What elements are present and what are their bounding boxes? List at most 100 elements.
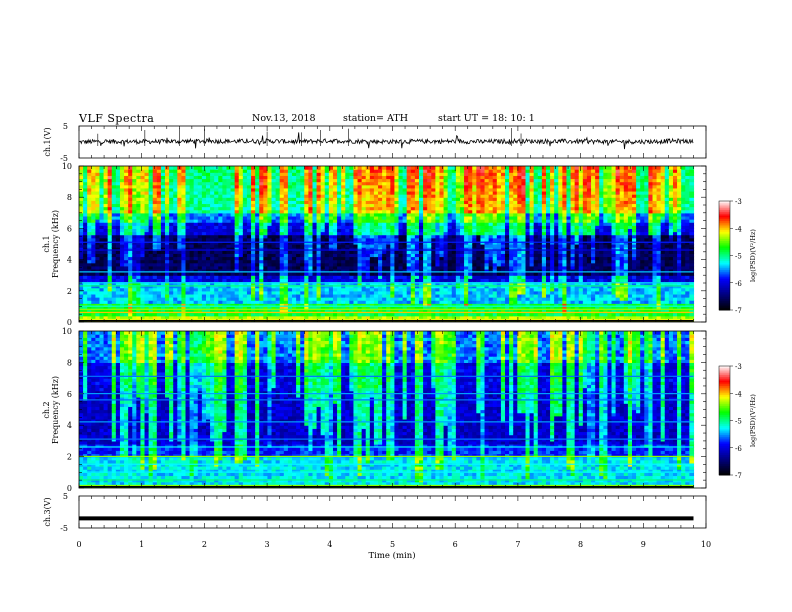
spectrogram-cell xyxy=(410,278,416,283)
spectrogram-cell xyxy=(271,312,277,317)
spectrogram-cell xyxy=(103,169,109,173)
spectrogram-cell xyxy=(271,169,277,173)
spectrogram-cell xyxy=(369,200,375,205)
spectrogram-cell xyxy=(378,290,383,295)
spectrogram-cell xyxy=(443,222,449,226)
spectrogram-cell xyxy=(210,303,215,307)
spectrogram-cell xyxy=(160,175,166,180)
spectrogram-cell xyxy=(144,297,150,301)
spectrogram-cell xyxy=(431,297,436,301)
spectrogram-cell xyxy=(349,234,355,239)
spectrogram-cell xyxy=(218,181,223,186)
spectrogram-cell xyxy=(197,231,203,236)
spectrogram-cell xyxy=(328,197,334,201)
spectrogram-cell xyxy=(435,197,441,201)
spectrogram-cell xyxy=(79,268,84,273)
spectrogram-cell xyxy=(382,181,387,186)
spectrogram-cell xyxy=(152,303,158,307)
spectrogram-cell xyxy=(386,215,391,220)
spectrogram-cell xyxy=(394,300,400,304)
spectrogram-cell xyxy=(361,312,367,317)
spectrogram-cell xyxy=(185,265,191,270)
spectrogram-cell xyxy=(144,175,150,180)
spectrogram-cell xyxy=(365,268,371,273)
spectrogram-cell xyxy=(152,219,158,223)
spectrogram-cell xyxy=(267,272,273,276)
spectrogram-cell xyxy=(271,244,277,248)
spectrogram-cell xyxy=(128,222,133,226)
spectrogram-cell xyxy=(128,244,133,248)
spectrogram-cell xyxy=(464,315,469,320)
spectrogram-cell xyxy=(455,290,461,295)
spectrogram-cell xyxy=(185,312,191,317)
spectrogram-cell xyxy=(296,309,301,314)
spectrogram-cell xyxy=(271,172,277,176)
spectrogram-cell xyxy=(148,215,154,220)
spectrogram-cell xyxy=(234,228,240,233)
spectrogram-cell xyxy=(296,206,301,211)
spectrogram-cell xyxy=(255,306,260,311)
spectrogram-cell xyxy=(189,184,195,189)
spectrogram-cell xyxy=(156,272,162,276)
spectrogram-cell xyxy=(337,187,342,192)
spectrogram-cell xyxy=(218,250,223,254)
spectrogram-cell xyxy=(423,287,428,292)
spectrogram-cell xyxy=(173,212,178,217)
spectrogram-cell xyxy=(439,219,445,223)
spectrogram-cell xyxy=(263,187,269,192)
spectrogram-cell xyxy=(365,256,371,261)
spectrogram-cell xyxy=(365,222,371,226)
spectrogram-cell xyxy=(132,303,137,307)
spectrogram-cell xyxy=(382,231,387,236)
spectrogram-cell xyxy=(148,225,154,229)
spectrogram-cell xyxy=(230,225,236,229)
spectrogram-cell xyxy=(373,203,379,208)
spectrogram-cell xyxy=(87,315,92,320)
spectrogram-cell xyxy=(124,244,129,248)
spectrogram-cell xyxy=(419,203,424,208)
spectrogram-cell xyxy=(160,297,166,301)
spectrogram-cell xyxy=(373,184,379,189)
spectrogram-cell xyxy=(185,172,191,176)
spectrogram-cell xyxy=(242,178,248,183)
spectrogram-cell xyxy=(201,184,207,189)
spectrogram-cell xyxy=(279,190,285,195)
spectrogram-cell xyxy=(287,172,293,176)
spectrogram-cell xyxy=(410,178,416,183)
spectrogram-cell xyxy=(361,244,367,248)
spectrogram-cell xyxy=(107,300,113,304)
spectrogram-cell xyxy=(402,178,408,183)
spectrogram-cell xyxy=(124,178,129,183)
spectrogram-cell xyxy=(406,287,412,292)
spectrogram-cell xyxy=(83,297,88,301)
spectrogram-cell xyxy=(226,219,232,223)
spectrogram-cell xyxy=(91,219,96,223)
spectrogram-cell xyxy=(205,309,211,314)
spectrogram-cell xyxy=(119,315,125,320)
spectrogram-cell xyxy=(271,256,277,261)
spectrogram-cell xyxy=(160,206,166,211)
spectrogram-cell xyxy=(332,209,338,214)
spectrogram-cell xyxy=(468,256,473,261)
spectrogram-cell xyxy=(316,222,322,226)
spectrogram-cell xyxy=(390,194,396,198)
spectrogram-cell xyxy=(431,244,436,248)
spectrogram-cell xyxy=(267,187,273,192)
spectrogram-cell xyxy=(427,268,432,273)
spectrogram-cell xyxy=(242,237,248,242)
spectrogram-cell xyxy=(419,278,424,283)
spectrogram-cell xyxy=(169,200,174,205)
spectrogram-cell xyxy=(83,206,88,211)
spectrogram-cell xyxy=(414,315,420,320)
spectrogram-cell xyxy=(160,184,166,189)
spectrogram-cell xyxy=(357,247,363,251)
spectrogram-cell xyxy=(353,262,359,267)
spectrogram-cell xyxy=(115,290,121,295)
spectrogram-cell xyxy=(226,244,232,248)
spectrogram-cell xyxy=(79,194,84,198)
spectrogram-cell xyxy=(296,231,301,236)
spectrogram-cell xyxy=(230,219,236,223)
spectrogram-cell xyxy=(423,259,428,264)
spectrogram-cell xyxy=(144,219,150,223)
spectrogram-cell xyxy=(107,194,113,198)
